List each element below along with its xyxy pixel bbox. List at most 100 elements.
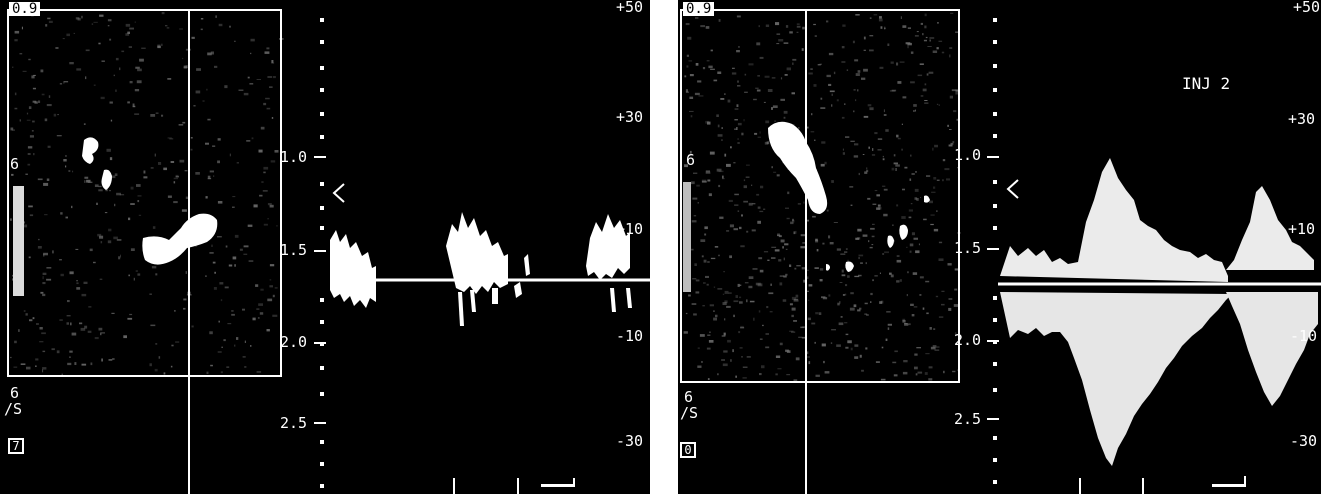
speckle-dot	[908, 216, 912, 219]
speckle-dot	[885, 129, 889, 132]
speckle-dot	[65, 165, 67, 168]
speckle-dot	[814, 341, 816, 344]
speckle-dot	[866, 314, 869, 316]
speckle-dot	[267, 298, 273, 302]
velocity-label: +50	[616, 0, 644, 16]
speckle-dot	[31, 130, 34, 132]
speckle-dot	[904, 166, 908, 169]
speckle-dot	[113, 236, 118, 240]
speckle-dot	[65, 216, 68, 219]
speckle-dot	[764, 141, 768, 145]
speckle-dot	[931, 191, 936, 193]
speckle-dot	[32, 317, 35, 320]
speckle-dot	[10, 356, 12, 359]
speckle-dot	[800, 234, 806, 237]
speckle-dot	[137, 68, 142, 72]
speckle-dot	[740, 327, 745, 329]
speckle-dot	[891, 167, 895, 171]
speckle-dot	[149, 293, 152, 295]
speckle-dot	[925, 280, 930, 283]
speckle-dot	[883, 109, 885, 113]
speckle-dot	[695, 17, 699, 19]
speckle-dot	[76, 287, 81, 290]
speckle-dot	[165, 25, 168, 27]
speckle-dot	[705, 120, 709, 124]
speckle-dot	[887, 327, 890, 330]
speckle-dot	[32, 100, 37, 103]
speckle-dot	[701, 179, 707, 182]
speckle-dot	[784, 74, 788, 76]
speckle-dot	[728, 292, 732, 294]
speckle-dot	[877, 206, 882, 210]
speckle-dot	[767, 259, 770, 261]
speckle-dot	[863, 36, 866, 40]
speckle-dot	[755, 87, 759, 89]
speckle-dot	[80, 327, 86, 331]
speckle-dot	[42, 276, 44, 280]
speckle-dot	[822, 297, 828, 300]
speckle-dot	[75, 17, 80, 20]
speckle-dot	[807, 317, 811, 321]
speckle-dot	[783, 275, 787, 278]
speckle-dot	[736, 50, 740, 53]
speckle-dot	[108, 359, 113, 361]
speckle-dot	[771, 166, 773, 169]
speckle-dot	[772, 105, 778, 108]
speckle-dot	[929, 39, 931, 42]
speckle-dot	[861, 369, 864, 372]
speckle-dot	[114, 173, 118, 176]
speckle-dot	[894, 350, 898, 353]
depth-label: 2.0	[280, 333, 308, 351]
speckle-dot	[109, 38, 112, 41]
lower-label-top: 6	[10, 384, 20, 402]
speckle-dot	[733, 300, 739, 303]
speckle-dot	[218, 320, 220, 323]
speckle-dot	[99, 278, 103, 280]
speckle-dot	[797, 203, 801, 205]
speckle-dot	[779, 275, 784, 277]
doppler-spectrum	[330, 212, 632, 326]
speckle-dot	[128, 217, 131, 221]
speckle-dot	[56, 350, 60, 354]
speckle-dot	[859, 307, 862, 310]
speckle-dot	[808, 361, 811, 365]
speckle-dot	[872, 148, 874, 151]
speckle-dot	[800, 246, 806, 249]
speckle-dot	[821, 343, 826, 347]
speckle-dot	[694, 263, 697, 266]
speckle-dot	[114, 203, 116, 207]
speckle-dot	[873, 14, 878, 16]
speckle-dot	[722, 175, 724, 179]
speckle-dot	[97, 233, 102, 237]
speckle-dot	[742, 366, 748, 368]
speckle-dot	[938, 104, 940, 106]
speckle-dot	[83, 123, 86, 125]
speckle-dot	[954, 268, 959, 271]
speckle-dot	[796, 23, 800, 25]
speckle-dot	[759, 373, 762, 376]
speckle-dot	[184, 170, 188, 172]
depth-label: 2.0	[954, 331, 982, 349]
speckle-dot	[902, 188, 905, 191]
speckle-dot	[793, 298, 799, 301]
speckle-dot	[206, 88, 208, 91]
speckle-dot	[758, 310, 761, 313]
speckle-dot	[718, 19, 721, 22]
speckle-dot	[808, 72, 813, 75]
speckle-dot	[190, 148, 193, 151]
speckle-dot	[739, 301, 743, 304]
speckle-dot	[922, 33, 924, 36]
speckle-dot	[928, 366, 933, 369]
speckle-dot	[29, 135, 34, 138]
speckle-dot	[919, 63, 924, 65]
speckle-dot	[258, 303, 263, 306]
speckle-dot	[754, 132, 758, 135]
speckle-dot	[777, 233, 780, 235]
speckle-dot	[99, 14, 104, 17]
speckle-dot	[718, 254, 720, 257]
speckle-dot	[22, 224, 28, 228]
speckle-dot	[229, 153, 231, 157]
speckle-dot	[740, 325, 744, 328]
speckle-dot	[858, 172, 860, 176]
speckle-dot	[256, 308, 260, 310]
